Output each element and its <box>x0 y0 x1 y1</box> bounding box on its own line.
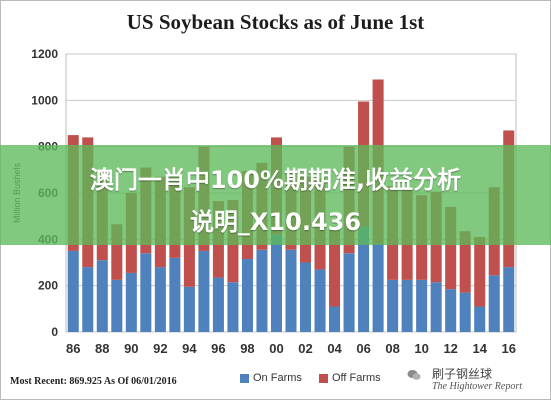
bar-on-farms-04 <box>329 306 341 332</box>
bar-on-farms-89 <box>111 279 123 332</box>
bar-on-farms-00 <box>270 234 282 332</box>
x-tick-label: 96 <box>211 341 225 356</box>
bar-on-farms-12 <box>445 289 457 332</box>
bar-on-farms-11 <box>430 282 442 332</box>
bar-on-farms-93 <box>169 257 181 332</box>
x-tick-label: 88 <box>95 341 109 356</box>
bar-on-farms-16 <box>503 267 515 332</box>
bar-on-farms-01 <box>285 249 297 332</box>
x-tick-label: 94 <box>182 341 197 356</box>
bar-on-farms-03 <box>314 269 326 332</box>
y-tick-label: 200 <box>38 279 58 293</box>
x-tick-label: 12 <box>443 341 457 356</box>
x-tick-label: 16 <box>502 341 516 356</box>
y-tick-label: 1200 <box>31 47 58 61</box>
bar-off-farms-13 <box>459 231 471 293</box>
watermark-account: 刷子钢丝球 <box>432 367 493 381</box>
legend-item-off-farms: Off Farms <box>318 372 381 384</box>
chart-legend: On Farms Off Farms <box>240 372 395 384</box>
x-tick-label: 06 <box>356 341 370 356</box>
bar-on-farms-97 <box>227 282 239 332</box>
wechat-icon <box>407 370 421 380</box>
bar-on-farms-91 <box>140 253 152 332</box>
x-tick-label: 08 <box>385 341 399 356</box>
legend-swatch-on-farms <box>240 373 249 383</box>
legend-label-on-farms: On Farms <box>253 372 302 384</box>
bar-on-farms-96 <box>212 277 224 332</box>
x-tick-label: 00 <box>269 341 283 356</box>
legend-item-on-farms: On Farms <box>240 372 302 384</box>
y-tick-label: 0 <box>51 325 58 339</box>
bar-on-farms-10 <box>416 279 428 332</box>
overlay-headline: 澳门一肖中100%期期准,收益分析 <box>89 166 462 194</box>
bar-off-farms-12 <box>445 206 457 290</box>
chart-title: US Soybean Stocks as of June 1st <box>126 10 425 34</box>
bar-on-farms-15 <box>488 275 500 332</box>
bar-off-farms-14 <box>474 237 486 307</box>
x-tick-label: 98 <box>240 341 254 356</box>
x-tick-label: 02 <box>298 341 312 356</box>
y-tick-label: 1000 <box>31 93 58 107</box>
promo-overlay-banner <box>0 145 551 245</box>
x-tick-label: 92 <box>153 341 167 356</box>
bar-on-farms-99 <box>256 249 268 332</box>
watermark-box <box>407 366 545 396</box>
bar-on-farms-94 <box>183 286 195 332</box>
bar-on-farms-09 <box>401 279 413 332</box>
bar-on-farms-86 <box>67 250 79 332</box>
x-tick-label: 14 <box>472 341 487 356</box>
bar-on-farms-05 <box>343 253 355 332</box>
most-recent-note: Most Recent: 869.925 As Of 06/01/2016 <box>10 376 177 387</box>
watermark-source: The Hightower Report <box>432 381 522 392</box>
bar-on-farms-92 <box>154 267 166 332</box>
bar-on-farms-07 <box>372 243 384 332</box>
bar-on-farms-90 <box>125 272 137 332</box>
bar-on-farms-88 <box>96 260 108 332</box>
x-tick-label: 86 <box>66 341 80 356</box>
bar-on-farms-87 <box>82 267 94 332</box>
bar-on-farms-95 <box>198 250 210 332</box>
bar-on-farms-08 <box>387 279 399 332</box>
bar-on-farms-13 <box>459 292 471 332</box>
bar-on-farms-98 <box>241 259 253 332</box>
bar-off-farms-04 <box>329 230 341 307</box>
bar-on-farms-14 <box>474 306 486 332</box>
bar-on-farms-02 <box>300 262 312 332</box>
x-tick-label: 10 <box>414 341 428 356</box>
x-tick-label: 04 <box>327 341 342 356</box>
overlay-subline: 说明_X10.436 <box>189 208 362 236</box>
legend-label-off-farms: Off Farms <box>331 372 381 384</box>
bar-on-farms-06 <box>358 226 370 332</box>
bar-off-farms-89 <box>111 224 123 280</box>
legend-swatch-off-farms <box>318 373 328 383</box>
x-tick-label: 90 <box>124 341 138 356</box>
